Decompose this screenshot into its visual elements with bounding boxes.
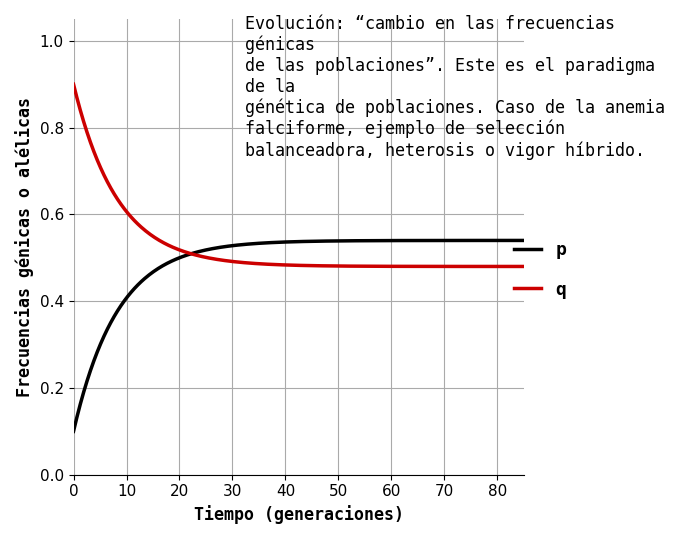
q (397, 263, 405, 270)
p (394, 237, 403, 244)
p (397, 237, 405, 244)
p (353, 238, 361, 244)
q (394, 263, 403, 270)
Text: 30: 30 (600, 524, 611, 533)
p (216, 244, 224, 251)
q (248, 260, 256, 266)
q (216, 257, 224, 263)
Legend: p, q: p, q (507, 234, 573, 306)
Text: W: W (573, 510, 588, 524)
Text: Evolución: “cambio en las frecuencias génicas
de las poblaciones”. Este es el pa: Evolución: “cambio en las frecuencias gé… (245, 15, 664, 160)
p (248, 240, 256, 247)
Line: p: p (73, 240, 524, 431)
X-axis label: Tiempo (generaciones): Tiempo (generaciones) (194, 505, 404, 524)
Line: q: q (73, 84, 524, 266)
q (353, 263, 361, 270)
Y-axis label: Frecuencias génicas o alélicas: Frecuencias génicas o alélicas (15, 97, 34, 397)
q (69, 81, 78, 87)
q (520, 263, 528, 270)
p (124, 293, 132, 300)
p (520, 237, 528, 244)
p (69, 428, 78, 434)
q (124, 210, 132, 216)
